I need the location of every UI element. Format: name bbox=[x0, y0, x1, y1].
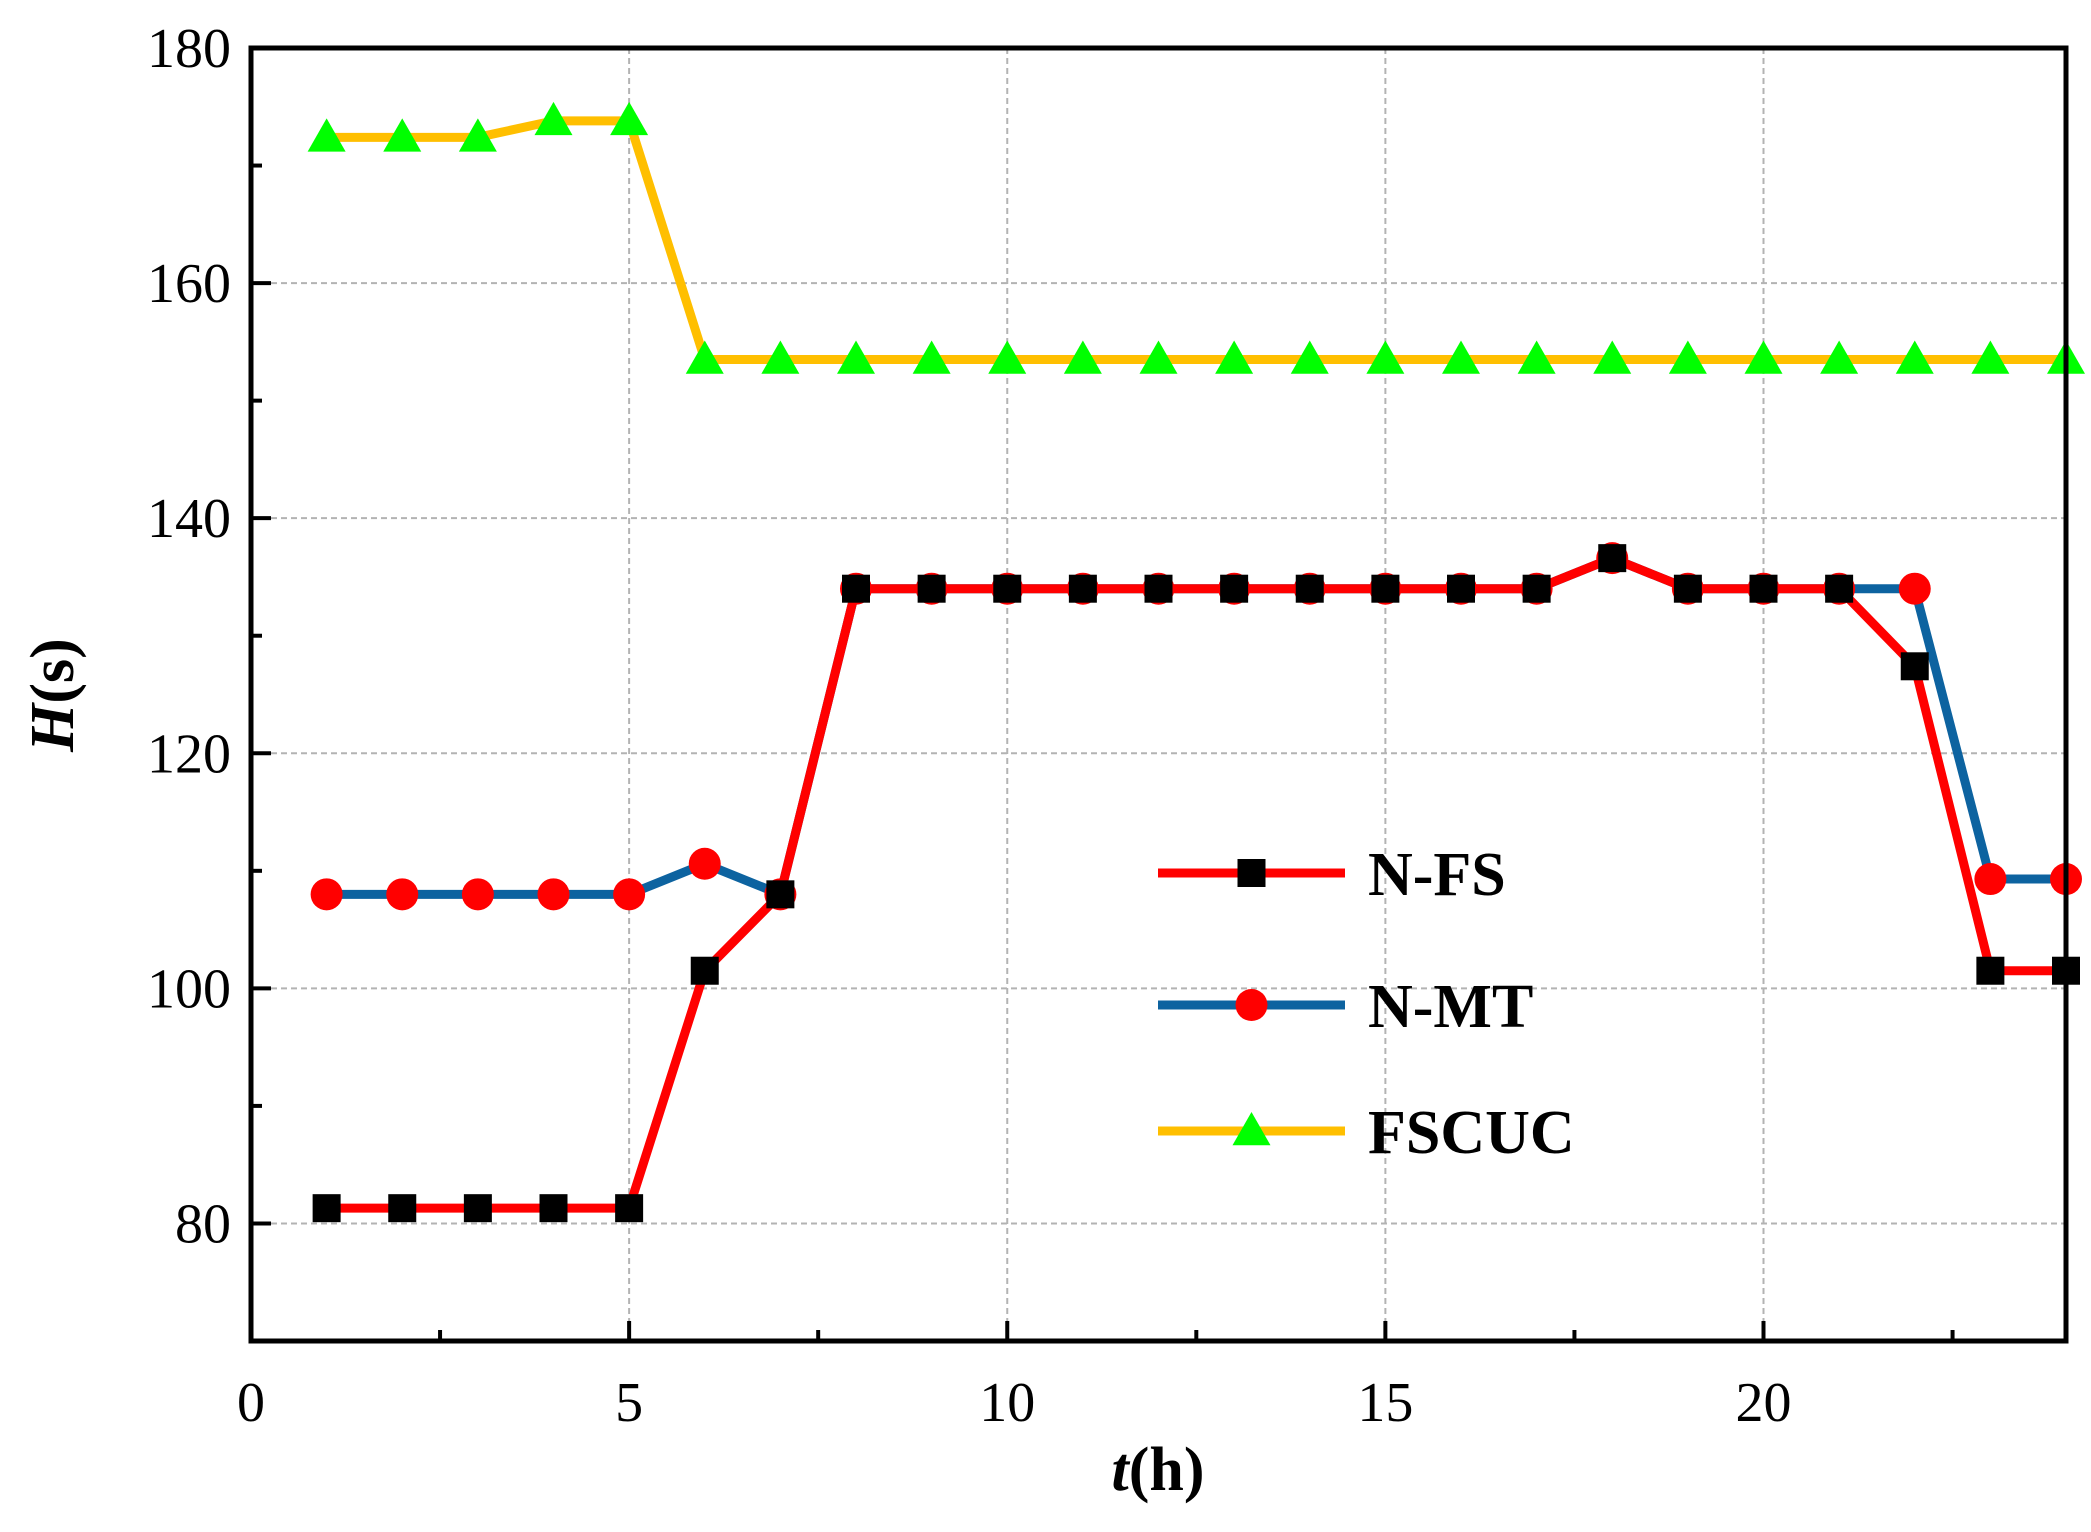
legend-item-fscuc: FSCUC bbox=[1158, 1099, 1575, 1167]
series-line-fscuc bbox=[326, 116, 2066, 364]
series-line-n-fs bbox=[326, 553, 2066, 1213]
data-point-n-mt bbox=[613, 878, 646, 911]
data-point-n-fs bbox=[1900, 652, 1929, 681]
legend: N-FS N-MT FSCUC bbox=[1158, 841, 1575, 1167]
legend-item-n-fs: N-FS bbox=[1158, 841, 1506, 909]
y-tick-label: 160 bbox=[147, 253, 231, 315]
x-tick-label: 20 bbox=[1736, 1372, 1792, 1434]
data-point-fscuc bbox=[610, 101, 649, 136]
legend-swatch-marker bbox=[1237, 859, 1266, 887]
data-point-n-fs bbox=[842, 574, 870, 603]
legend-swatch-marker bbox=[1232, 1112, 1271, 1146]
data-point-fscuc bbox=[1366, 340, 1405, 374]
data-point-n-fs bbox=[539, 1194, 568, 1223]
data-point-fscuc bbox=[1063, 340, 1102, 374]
legend-label: N-FS bbox=[1368, 841, 1506, 909]
series-line-n-mt bbox=[326, 553, 2066, 899]
data-point-fscuc bbox=[307, 118, 346, 152]
legend-label: FSCUC bbox=[1368, 1099, 1575, 1167]
data-point-fscuc bbox=[1593, 340, 1632, 374]
data-point-fscuc bbox=[837, 340, 875, 374]
series-n-mt bbox=[310, 542, 2082, 911]
data-point-fscuc bbox=[1215, 340, 1254, 374]
data-point-n-fs bbox=[1295, 574, 1324, 603]
data-point-n-fs bbox=[1447, 574, 1475, 603]
data-point-n-mt bbox=[1974, 863, 2007, 896]
data-point-fscuc bbox=[1971, 340, 2010, 374]
y-tick-label: 80 bbox=[175, 1193, 231, 1255]
data-point-fscuc bbox=[1290, 340, 1329, 374]
data-point-n-fs bbox=[1825, 574, 1854, 603]
data-point-n-mt bbox=[688, 847, 721, 880]
data-point-fscuc bbox=[1139, 340, 1178, 374]
x-tick-label: 5 bbox=[615, 1372, 643, 1434]
y-tick-label: 180 bbox=[147, 18, 231, 80]
data-point-n-fs bbox=[388, 1194, 417, 1223]
data-point-n-fs bbox=[766, 880, 795, 909]
data-point-fscuc bbox=[912, 340, 951, 374]
data-point-n-fs bbox=[615, 1194, 644, 1223]
y-tick-label: 100 bbox=[147, 958, 231, 1020]
data-point-n-fs bbox=[1976, 956, 2005, 985]
data-point-n-fs bbox=[1598, 544, 1627, 573]
data-point-n-fs bbox=[1371, 574, 1400, 603]
data-point-n-fs bbox=[463, 1194, 492, 1223]
data-point-fscuc bbox=[761, 340, 800, 374]
data-point-n-fs bbox=[1749, 574, 1778, 603]
data-point-n-fs bbox=[690, 956, 719, 985]
series-n-fs bbox=[312, 544, 2080, 1223]
data-point-fscuc bbox=[1744, 340, 1783, 374]
x-tick-label: 0 bbox=[237, 1372, 265, 1434]
plot-frame bbox=[248, 45, 2069, 1344]
y-tick-label: 120 bbox=[147, 723, 231, 785]
legend-item-n-mt: N-MT bbox=[1158, 973, 1533, 1041]
grid-lines bbox=[251, 48, 2066, 1341]
series-lines bbox=[307, 101, 2085, 1223]
data-point-n-fs bbox=[1673, 574, 1702, 603]
data-point-n-fs bbox=[312, 1194, 341, 1223]
data-point-n-mt bbox=[461, 878, 494, 911]
data-point-n-mt bbox=[1898, 572, 1931, 605]
data-point-fscuc bbox=[1517, 340, 1556, 374]
x-tick-label: 15 bbox=[1357, 1372, 1413, 1434]
data-point-fscuc bbox=[1668, 340, 1707, 374]
data-point-fscuc bbox=[685, 340, 724, 374]
y-axis-title: H(s) bbox=[19, 638, 87, 753]
data-point-n-mt bbox=[537, 878, 570, 911]
legend-swatch-marker bbox=[1235, 989, 1268, 1021]
axis-ticks: 0 5 10 15 20 80 100 120 140 160 180 bbox=[147, 18, 1955, 1434]
data-point-fscuc bbox=[1442, 340, 1480, 374]
data-point-fscuc bbox=[1820, 340, 1859, 374]
series-fscuc bbox=[307, 101, 2085, 374]
data-point-fscuc bbox=[383, 118, 422, 152]
data-point-n-fs bbox=[1522, 574, 1551, 603]
data-point-n-fs bbox=[917, 574, 946, 603]
x-tick-label: 10 bbox=[979, 1372, 1035, 1434]
data-point-n-fs bbox=[993, 574, 1022, 603]
data-point-n-mt bbox=[386, 878, 419, 911]
data-point-fscuc bbox=[988, 340, 1027, 374]
data-point-fscuc bbox=[534, 101, 573, 136]
data-point-n-fs bbox=[1068, 574, 1097, 603]
data-point-fscuc bbox=[458, 118, 497, 152]
y-tick-label: 140 bbox=[147, 488, 231, 550]
legend-label: N-MT bbox=[1368, 973, 1533, 1041]
data-point-fscuc bbox=[1895, 340, 1934, 374]
data-point-n-fs bbox=[1144, 574, 1173, 603]
data-point-n-fs bbox=[1220, 574, 1249, 603]
data-point-n-mt bbox=[310, 878, 343, 911]
x-axis-title: t(h) bbox=[1111, 1436, 1204, 1504]
